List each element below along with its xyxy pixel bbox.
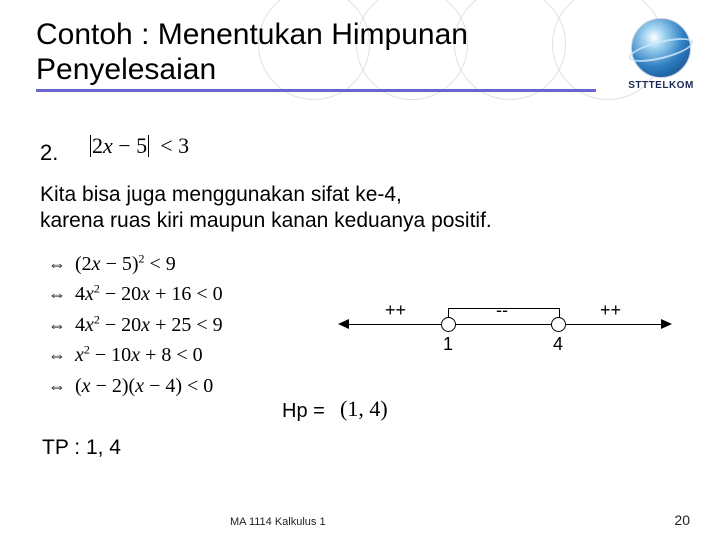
step-row: ⇔ 4x2 − 20x + 25 < 9 (44, 311, 223, 339)
step-row: ⇔ 4x2 − 20x + 16 < 0 (44, 280, 223, 308)
iff-icon: ⇔ (44, 282, 70, 308)
abs-bars-icon: 2x − 5 (90, 135, 149, 157)
step-row: ⇔ x2 − 10x + 8 < 0 (44, 341, 223, 369)
iff-icon: ⇔ (44, 252, 70, 278)
logo: STTTELKOM (622, 18, 700, 91)
tp-line: TP : 1, 4 (42, 436, 121, 460)
slide-title: Contoh : Menentukan Himpunan Penyelesaia… (36, 18, 596, 92)
logo-band-icon (627, 33, 695, 66)
open-point-icon (441, 317, 456, 332)
sign-segment-left: ++ (385, 300, 406, 321)
footer-page-number: 20 (674, 512, 690, 528)
number-line (340, 324, 670, 325)
slide: Contoh : Menentukan Himpunan Penyelesaia… (0, 0, 720, 540)
logo-label: STTTELKOM (622, 80, 700, 91)
body-line-2: karena ruas kiri maupun kanan keduanya p… (40, 209, 492, 232)
derivation-steps: ⇔ (2x − 5)2 < 9 ⇔ 4x2 − 20x + 16 < 0 ⇔ 4… (44, 250, 223, 402)
sign-segment-right: ++ (600, 300, 621, 321)
step-row: ⇔ (2x − 5)2 < 9 (44, 250, 223, 278)
open-point-icon (551, 317, 566, 332)
slide-title-block: Contoh : Menentukan Himpunan Penyelesaia… (36, 18, 596, 92)
body-line-1: Kita bisa juga menggunakan sifat ke-4, (40, 183, 402, 206)
arrow-left-icon (338, 319, 349, 329)
footer-course: MA 1114 Kalkulus 1 (230, 516, 326, 528)
hp-label: Hp = (282, 400, 325, 423)
point-label-2: 4 (553, 334, 563, 355)
sign-segment-mid: -- (496, 300, 508, 321)
logo-globe-icon (631, 18, 691, 78)
arrow-right-icon (661, 319, 672, 329)
problem-expression: 2x − 5 < 3 (90, 133, 189, 159)
item-number: 2. (40, 140, 58, 166)
iff-icon: ⇔ (44, 374, 70, 400)
hp-value: (1, 4) (340, 396, 388, 422)
point-label-1: 1 (443, 334, 453, 355)
body-text: Kita bisa juga menggunakan sifat ke-4, k… (40, 182, 660, 235)
step-row: ⇔ (x − 2)(x − 4) < 0 (44, 372, 223, 400)
sign-chart: ++ -- ++ 1 4 (340, 300, 670, 360)
iff-icon: ⇔ (44, 313, 70, 339)
iff-icon: ⇔ (44, 343, 70, 369)
